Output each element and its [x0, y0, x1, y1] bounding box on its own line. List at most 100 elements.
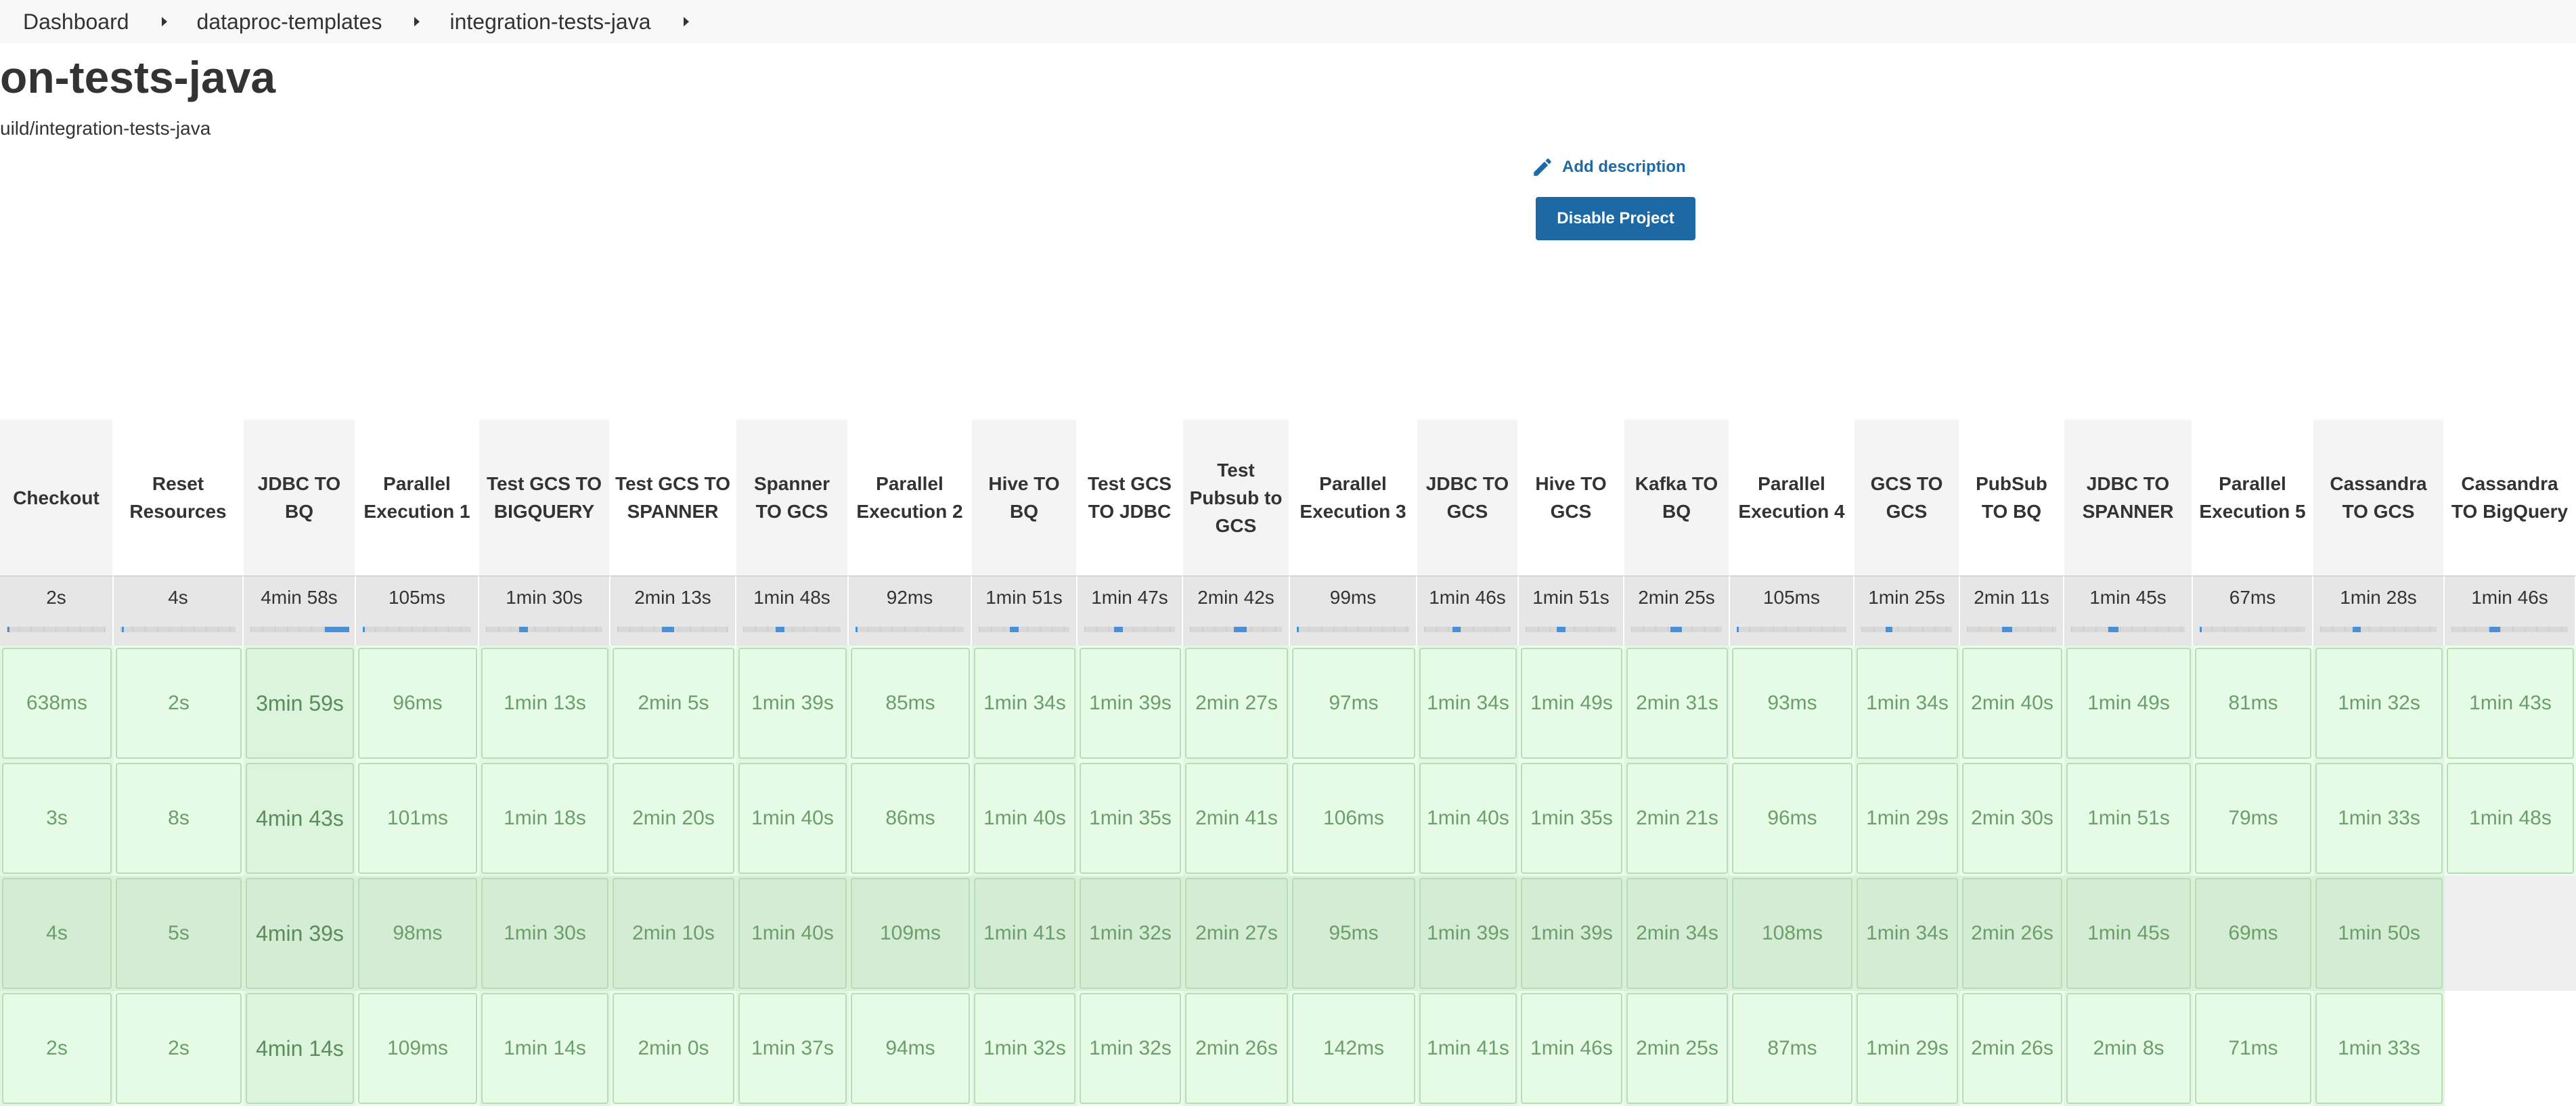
stage-cell[interactable]: 95ms	[1290, 876, 1417, 991]
stage-header[interactable]: Reset Resources	[114, 420, 244, 575]
stage-cell[interactable]: 5s	[114, 876, 244, 991]
stage-cell[interactable]: 1min 32s	[1078, 876, 1183, 991]
stage-header[interactable]: Hive TO GCS	[1519, 420, 1624, 575]
breadcrumb-separator-icon[interactable]	[414, 17, 420, 26]
stage-cell[interactable]: 79ms	[2193, 761, 2313, 876]
stage-cell[interactable]: 96ms	[356, 646, 479, 761]
stage-cell[interactable]: 2min 20s	[610, 761, 736, 876]
stage-cell[interactable]: 3s	[0, 761, 114, 876]
stage-cell[interactable]: 1min 50s	[2313, 876, 2445, 991]
stage-cell[interactable]: 2min 34s	[1624, 876, 1730, 991]
stage-cell[interactable]: 2min 26s	[1960, 991, 2064, 1106]
stage-cell[interactable]: 1min 39s	[1519, 876, 1624, 991]
stage-cell[interactable]: 2min 31s	[1624, 646, 1730, 761]
stage-cell[interactable]: 1min 32s	[2313, 646, 2445, 761]
stage-cell[interactable]: 93ms	[1730, 646, 1855, 761]
stage-cell[interactable]: 1min 37s	[736, 991, 849, 1106]
stage-cell[interactable]: 1min 30s	[479, 876, 610, 991]
stage-header[interactable]: Spanner TO GCS	[736, 420, 849, 575]
stage-cell[interactable]: 1min 13s	[479, 646, 610, 761]
stage-cell[interactable]: 108ms	[1730, 876, 1855, 991]
stage-header[interactable]: JDBC TO GCS	[1417, 420, 1519, 575]
stage-cell[interactable]: 97ms	[1290, 646, 1417, 761]
breadcrumb-job[interactable]: integration-tests-java	[449, 9, 651, 34]
stage-header[interactable]: GCS TO GCS	[1855, 420, 1960, 575]
stage-cell[interactable]: 94ms	[849, 991, 972, 1106]
stage-header[interactable]: Parallel Execution 1	[356, 420, 479, 575]
stage-cell[interactable]: 1min 40s	[972, 761, 1078, 876]
stage-cell[interactable]: 71ms	[2193, 991, 2313, 1106]
stage-cell[interactable]: 1min 49s	[1519, 646, 1624, 761]
stage-cell[interactable]: 2min 40s	[1960, 646, 2064, 761]
stage-cell[interactable]: 85ms	[849, 646, 972, 761]
stage-cell[interactable]: 1min 39s	[736, 646, 849, 761]
stage-cell[interactable]: 2min 0s	[610, 991, 736, 1106]
stage-cell[interactable]: 2min 10s	[610, 876, 736, 991]
stage-cell[interactable]: 86ms	[849, 761, 972, 876]
stage-header[interactable]: Kafka TO BQ	[1624, 420, 1730, 575]
stage-cell[interactable]: 1min 40s	[1417, 761, 1519, 876]
stage-header[interactable]: Cassandra TO BigQuery	[2445, 420, 2576, 575]
stage-cell[interactable]: 142ms	[1290, 991, 1417, 1106]
stage-cell[interactable]: 69ms	[2193, 876, 2313, 991]
stage-cell[interactable]: 2min 25s	[1624, 991, 1730, 1106]
stage-cell[interactable]: 1min 32s	[1078, 991, 1183, 1106]
stage-cell[interactable]: 2min 8s	[2064, 991, 2193, 1106]
stage-cell[interactable]: 2min 26s	[1183, 991, 1290, 1106]
stage-header[interactable]: Test GCS TO SPANNER	[610, 420, 736, 575]
stage-cell[interactable]: 1min 34s	[1417, 646, 1519, 761]
stage-cell[interactable]: 1min 39s	[1078, 646, 1183, 761]
disable-project-button[interactable]: Disable Project	[1536, 197, 1695, 240]
breadcrumb-dashboard[interactable]: Dashboard	[23, 9, 129, 34]
breadcrumb-project[interactable]: dataproc-templates	[196, 9, 382, 34]
stage-header[interactable]: Cassandra TO GCS	[2313, 420, 2445, 575]
add-description-link[interactable]: Add description	[1531, 156, 1686, 179]
stage-cell[interactable]: 1min 14s	[479, 991, 610, 1106]
breadcrumb-separator-icon[interactable]	[161, 17, 167, 26]
stage-header[interactable]: JDBC TO SPANNER	[2064, 420, 2193, 575]
stage-cell[interactable]: 87ms	[1730, 991, 1855, 1106]
stage-cell[interactable]: 101ms	[356, 761, 479, 876]
stage-header[interactable]: Parallel Execution 4	[1730, 420, 1855, 575]
stage-cell[interactable]: 109ms	[849, 876, 972, 991]
stage-cell[interactable]: 81ms	[2193, 646, 2313, 761]
stage-cell[interactable]: 1min 35s	[1078, 761, 1183, 876]
stage-header[interactable]: Parallel Execution 2	[849, 420, 972, 575]
stage-header[interactable]: JDBC TO BQ	[244, 420, 356, 575]
stage-cell[interactable]: 1min 46s	[1519, 991, 1624, 1106]
stage-cell[interactable]: 1min 34s	[972, 646, 1078, 761]
stage-header[interactable]: Test GCS TO JDBC	[1078, 420, 1183, 575]
stage-cell[interactable]: 109ms	[356, 991, 479, 1106]
stage-header[interactable]: Parallel Execution 3	[1290, 420, 1417, 575]
stage-cell[interactable]: 1min 41s	[972, 876, 1078, 991]
stage-header[interactable]: Hive TO BQ	[972, 420, 1078, 575]
stage-cell[interactable]: 2s	[114, 991, 244, 1106]
stage-cell[interactable]: 1min 33s	[2313, 761, 2445, 876]
stage-cell[interactable]: 2min 30s	[1960, 761, 2064, 876]
stage-cell[interactable]: 2s	[0, 991, 114, 1106]
stage-cell[interactable]: 1min 32s	[972, 991, 1078, 1106]
stage-cell[interactable]: 98ms	[356, 876, 479, 991]
stage-cell[interactable]: 1min 33s	[2313, 991, 2445, 1106]
stage-cell[interactable]: 1min 29s	[1855, 761, 1960, 876]
stage-cell[interactable]: 96ms	[1730, 761, 1855, 876]
stage-header[interactable]: Test GCS TO BIGQUERY	[479, 420, 610, 575]
stage-cell[interactable]: 1min 35s	[1519, 761, 1624, 876]
stage-cell[interactable]: 638ms	[0, 646, 114, 761]
stage-cell[interactable]: 4min 39s	[244, 876, 356, 991]
stage-cell[interactable]: 1min 48s	[2445, 761, 2576, 876]
stage-header[interactable]: PubSub TO BQ	[1960, 420, 2064, 575]
stage-cell[interactable]: 1min 40s	[736, 761, 849, 876]
stage-cell[interactable]: 8s	[114, 761, 244, 876]
stage-cell[interactable]: 1min 43s	[2445, 646, 2576, 761]
stage-cell[interactable]: 1min 49s	[2064, 646, 2193, 761]
stage-cell[interactable]: 1min 34s	[1855, 876, 1960, 991]
stage-cell[interactable]: 1min 40s	[736, 876, 849, 991]
stage-cell[interactable]: 2min 27s	[1183, 876, 1290, 991]
stage-cell[interactable]: 2s	[114, 646, 244, 761]
stage-cell[interactable]: 2min 21s	[1624, 761, 1730, 876]
stage-cell[interactable]: 1min 29s	[1855, 991, 1960, 1106]
stage-cell[interactable]: 2min 27s	[1183, 646, 1290, 761]
stage-cell[interactable]: 4min 43s	[244, 761, 356, 876]
stage-cell[interactable]: 2min 5s	[610, 646, 736, 761]
